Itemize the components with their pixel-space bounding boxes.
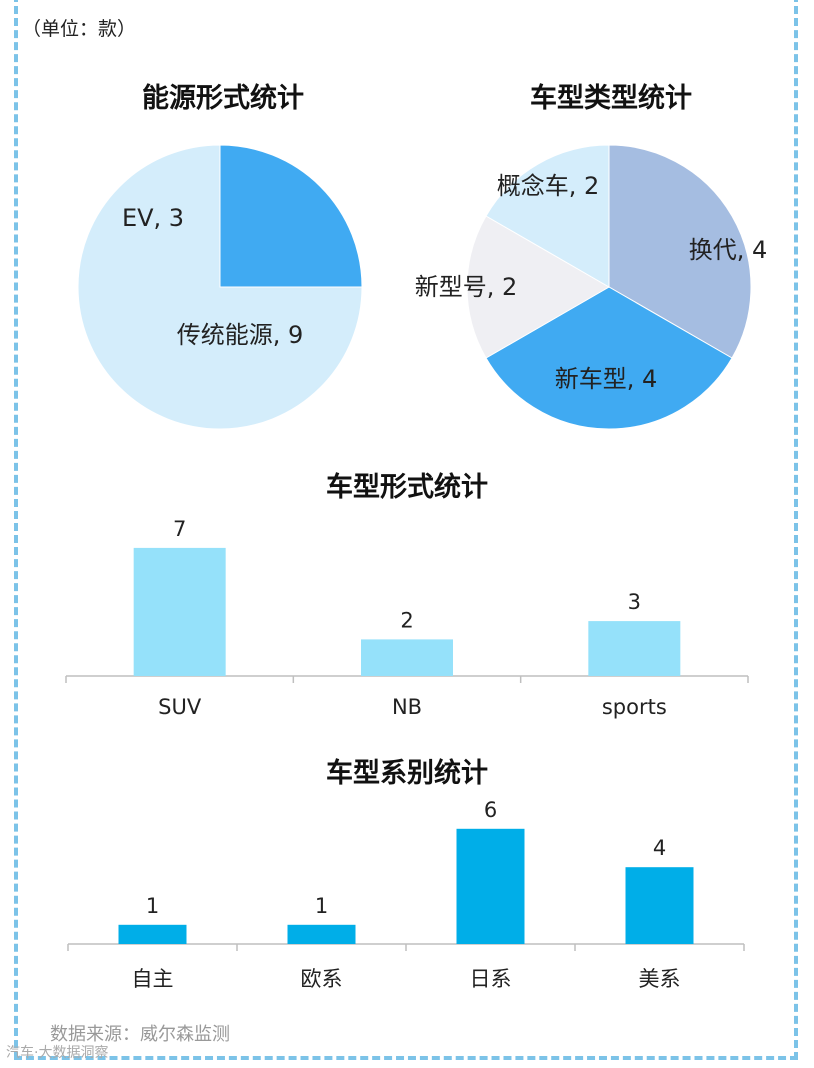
bar2-value-1: 1 bbox=[315, 894, 328, 918]
bar2-value-0: 1 bbox=[146, 894, 159, 918]
pie2-label-2: 新型号, 2 bbox=[415, 273, 518, 301]
bar1-value-2: 3 bbox=[628, 590, 641, 614]
chart-title-model-series: 车型系别统计 bbox=[326, 758, 488, 789]
bar2-bar-2 bbox=[456, 828, 525, 944]
pie1-label-0: EV, 3 bbox=[122, 204, 184, 232]
pie1-label-1: 传统能源, 9 bbox=[177, 321, 304, 349]
bar1-category-1: NB bbox=[392, 695, 422, 719]
unit-label: （单位：款） bbox=[22, 18, 137, 40]
pie2-slice-2 bbox=[466, 215, 611, 359]
data-source: 数据来源：威尔森监测 bbox=[50, 1024, 230, 1045]
bar1-bar-0 bbox=[133, 547, 226, 676]
bar2-category-1: 欧系 bbox=[301, 967, 343, 991]
chart-title-model-type: 车型类型统计 bbox=[530, 83, 692, 114]
bar1-category-0: SUV bbox=[158, 695, 202, 719]
bar2-category-0: 自主 bbox=[132, 967, 174, 991]
bar2-value-3: 4 bbox=[653, 836, 666, 860]
pie2-label-0: 换代, 4 bbox=[689, 236, 768, 264]
bar2-bar-3 bbox=[625, 867, 694, 944]
chart-title-model-form: 车型形式统计 bbox=[326, 472, 488, 503]
pie2-label-3: 概念车, 2 bbox=[497, 172, 600, 200]
bar2-bar-0 bbox=[118, 924, 187, 944]
bar1-category-2: sports bbox=[602, 695, 667, 719]
pie2-slice-0 bbox=[608, 144, 752, 359]
dashed-frame bbox=[14, 0, 798, 1060]
pie1-slice-1 bbox=[77, 144, 363, 430]
chart-title-energy: 能源形式统计 bbox=[142, 83, 304, 114]
bar2-category-3: 美系 bbox=[639, 967, 681, 991]
bar1-value-1: 2 bbox=[400, 608, 413, 632]
pie2-slice-3 bbox=[485, 144, 610, 288]
bar1-bar-1 bbox=[361, 639, 453, 676]
bar2-bar-1 bbox=[287, 924, 356, 944]
bar2-category-2: 日系 bbox=[470, 967, 512, 991]
bar2-value-2: 6 bbox=[484, 798, 497, 822]
pie2-label-1: 新车型, 4 bbox=[555, 365, 658, 393]
bar1-bar-2 bbox=[588, 621, 681, 676]
pie1-slice-0 bbox=[219, 144, 363, 288]
bar1-value-0: 7 bbox=[173, 517, 186, 541]
watermark-text: 汽车·大数据洞察 bbox=[6, 1045, 109, 1061]
